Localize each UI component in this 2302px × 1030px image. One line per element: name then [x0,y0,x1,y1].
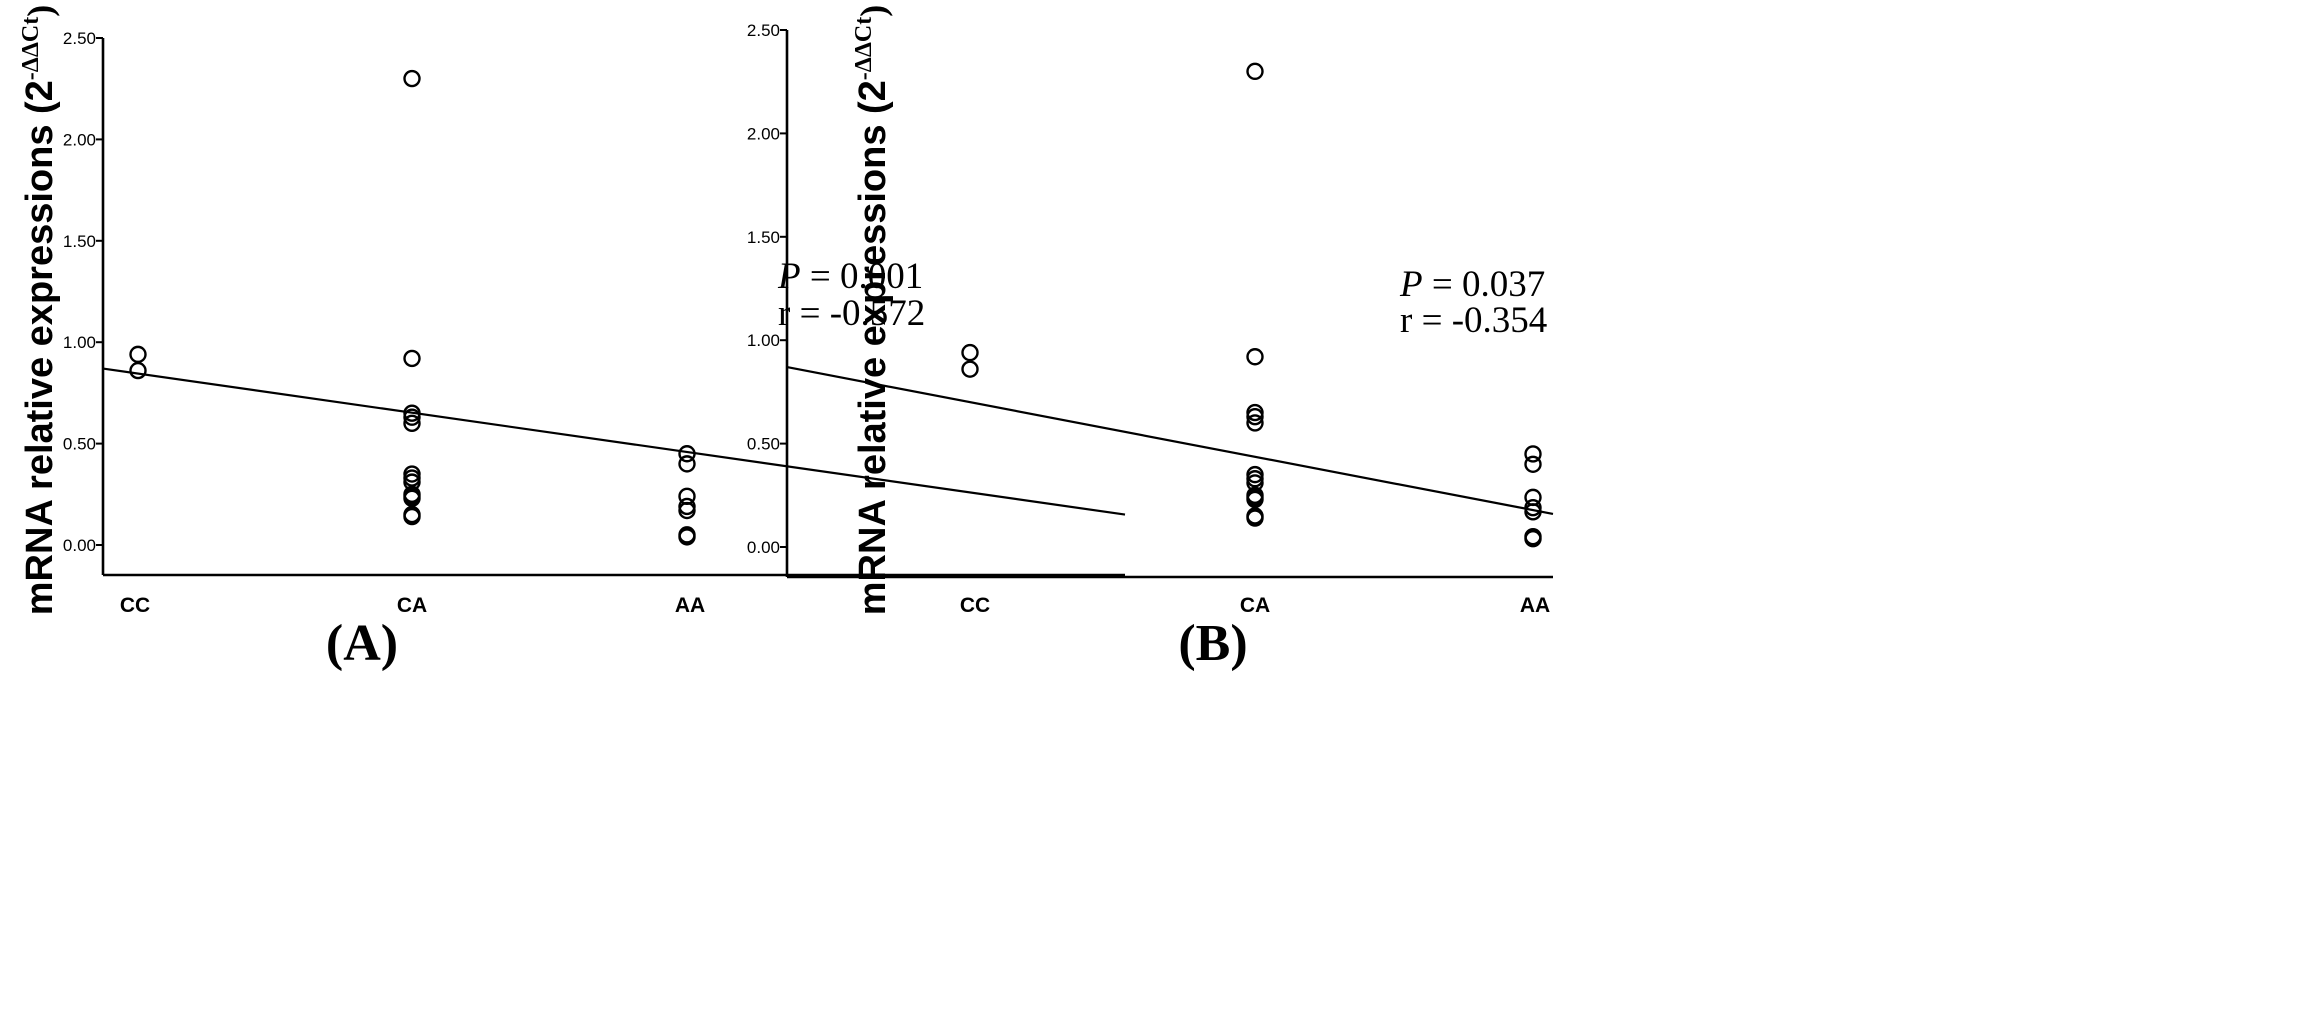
y-tick-label: 0.00 [747,538,780,557]
y-tick-label: 0.50 [747,435,780,454]
panel-label-open: ( [326,615,343,672]
annotation-p-number: = 0.001 [801,256,924,297]
y-tick-label: 2.50 [747,21,780,40]
y-tick-label: 2.50 [63,29,96,48]
x-category-label: CC [120,594,150,617]
y-tick-label: 2.00 [63,130,96,149]
data-point [1246,414,1264,432]
annotation-r-value: r = -0.354 [1400,300,1547,341]
data-point [1524,530,1542,548]
data-point [1246,408,1264,426]
y-tick-label: 0.00 [63,536,96,555]
annotation-p-value: P = 0.037 [1399,264,1545,305]
data-point [678,445,696,463]
panel-label-letter: A [343,615,381,672]
data-point [1524,503,1542,521]
y-axis-label: mRNA relative expressions (2-ΔΔCt) [851,5,894,615]
regression-line [102,367,1126,516]
annotation-p-value: P = 0.001 [777,256,923,297]
plot-area: 0.00 0.50 1.00 1.50 2.00 2.50 CC CA AA mRNA relat… [18,5,1126,672]
y-axis-label-close: ) [853,5,893,17]
panel-label-letter: B [1196,615,1231,672]
x-category-label: AA [675,594,705,617]
plot-area: 0.00 0.50 1.00 1.50 2.00 2.50 CC CA AA mRNA relat… [747,5,1554,672]
chart-panel-a: 0.00 0.50 1.00 1.50 2.00 2.50 CC CA AA mRNA relat… [18,5,1126,672]
chart-panel-b: 0.00 0.50 1.00 1.50 2.00 2.50 CC CA AA mRNA relat… [747,0,2302,1030]
data-point [1524,455,1542,473]
y-tick-label: 1.00 [63,333,96,352]
panel-label-close: ) [381,615,398,672]
data-point [1524,445,1542,463]
data-point [1246,509,1264,527]
data-point [403,489,421,508]
panel-label: (B) [1178,615,1247,672]
y-axis-label-close: ) [20,5,60,17]
scatter-chart-a: 0.00 0.50 1.00 1.50 2.00 2.50 CC CA AA mRNA relat… [18,5,1126,672]
x-category-label: CA [397,594,427,617]
data-point [129,361,147,380]
y-tick-label: 2.00 [747,124,780,143]
annotation-p-number: = 0.037 [1423,264,1546,305]
data-point [1246,490,1264,509]
scatter-chart-b: 0.00 0.50 1.00 1.50 2.00 2.50 CC CA AA mRNA relat… [747,5,1554,672]
data-point [403,414,421,433]
data-point [961,360,979,378]
panel-label-open: ( [1178,615,1195,672]
y-tick-label: 1.00 [747,331,780,350]
data-point [678,501,696,520]
panel-label-close: ) [1230,615,1247,672]
x-category-label: CC [960,594,990,617]
data-point [403,349,421,368]
regression-line [786,366,1554,515]
data-point [1246,348,1264,366]
data-point [403,408,421,426]
x-category-label: CA [1240,594,1270,617]
y-tick-label: 1.50 [63,232,96,251]
x-category-label: AA [1520,594,1550,617]
y-axis-label: mRNA relative expressions (2-ΔΔCt) [18,5,61,615]
data-point [403,507,421,526]
panel-label: (A) [326,615,398,672]
y-tick-label: 0.50 [63,435,96,454]
data-point [961,343,979,362]
y-axis-label-main: mRNA relative expressions (2 [852,80,894,615]
data-point [1246,62,1264,81]
y-axis-label-superscript: -ΔΔCt [18,17,44,80]
annotation-r-value: r = -0.572 [778,293,925,334]
data-point [403,69,421,88]
annotation-p-symbol: P [1399,264,1423,305]
y-axis-label-superscript: -ΔΔCt [851,17,877,80]
data-point [678,528,696,546]
data-point [129,345,147,364]
annotation-p-symbol: P [777,256,801,297]
data-point [678,455,696,473]
y-tick-label: 1.50 [747,228,780,247]
y-axis-label-main: mRNA relative expressions (2 [19,80,61,615]
